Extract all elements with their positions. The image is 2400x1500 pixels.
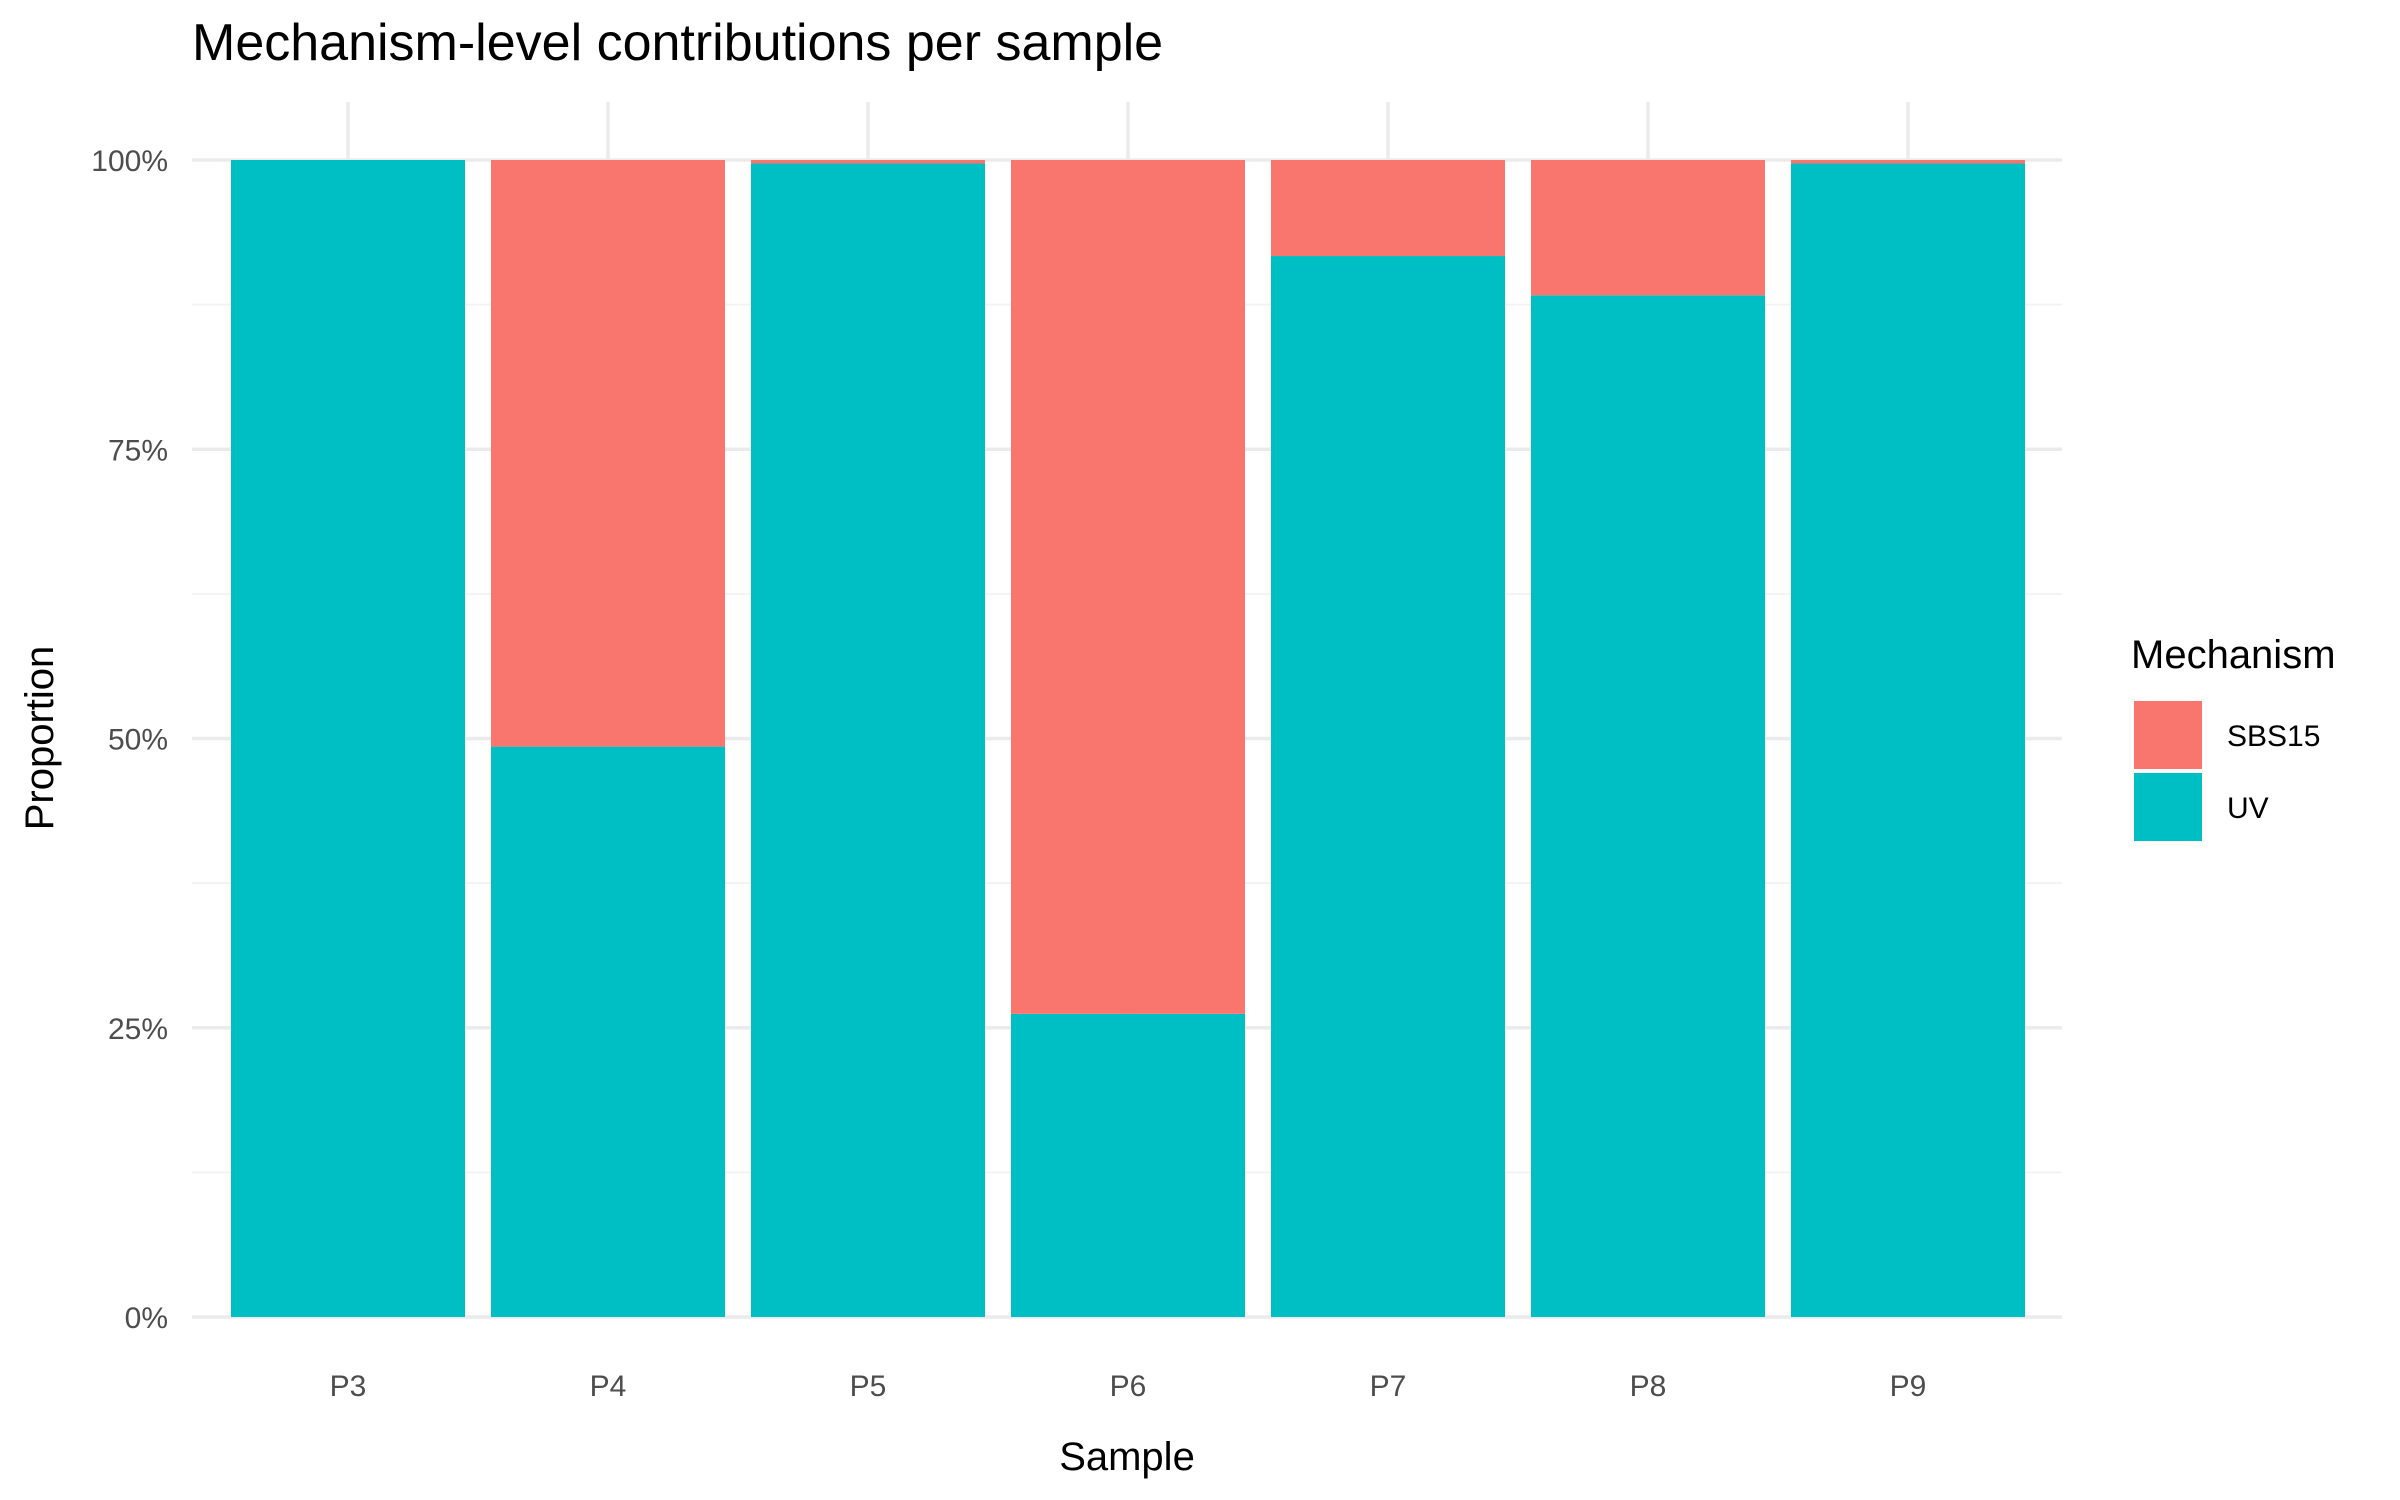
y-tick-label: 25% (108, 1013, 168, 1046)
bar-p8-sbs15 (1531, 160, 1765, 296)
bar-p9-sbs15 (1791, 160, 2025, 164)
x-axis-title: Sample (1059, 1435, 1195, 1479)
x-tick-label: P4 (590, 1370, 627, 1403)
bar-p4-uv (491, 746, 725, 1317)
x-tick-label: P6 (1110, 1370, 1147, 1403)
legend-swatch-sbs15 (2134, 701, 2202, 769)
x-tick-label: P9 (1890, 1370, 1927, 1403)
bar-p7-sbs15 (1271, 160, 1505, 257)
x-tick-label: P7 (1370, 1370, 1407, 1403)
chart-title: Mechanism-level contributions per sample (192, 14, 1163, 72)
bar-p5-sbs15 (751, 160, 985, 164)
bar-p6-uv (1011, 1013, 1245, 1317)
x-tick-label: P5 (850, 1370, 887, 1403)
legend-label-uv: UV (2227, 792, 2269, 825)
y-axis-title: Proportion (18, 646, 62, 831)
legend-label-sbs15: SBS15 (2227, 720, 2320, 753)
bar-p6-sbs15 (1011, 160, 1245, 1014)
bar-p7-uv (1271, 256, 1505, 1317)
x-axis-ticks: P3 P4 P5 P6 P7 P8 P9 (330, 1370, 1927, 1403)
y-tick-label: 100% (91, 145, 168, 178)
bar-p5-uv (751, 163, 985, 1318)
x-tick-label: P3 (330, 1370, 367, 1403)
bar-p8-uv (1531, 295, 1765, 1317)
y-axis-ticks: 0% 25% 50% 75% 100% (91, 145, 168, 1335)
legend-swatch-uv (2134, 773, 2202, 841)
y-tick-label: 0% (125, 1302, 168, 1335)
x-tick-label: P8 (1630, 1370, 1667, 1403)
y-tick-label: 75% (108, 434, 168, 467)
legend: Mechanism SBS15 UV (2131, 633, 2336, 841)
bar-p9-uv (1791, 163, 2025, 1318)
legend-title: Mechanism (2131, 633, 2336, 677)
bar-p4-sbs15 (491, 160, 725, 747)
bars (231, 160, 2025, 1318)
y-tick-label: 50% (108, 724, 168, 757)
bar-p3-uv (231, 160, 465, 1317)
